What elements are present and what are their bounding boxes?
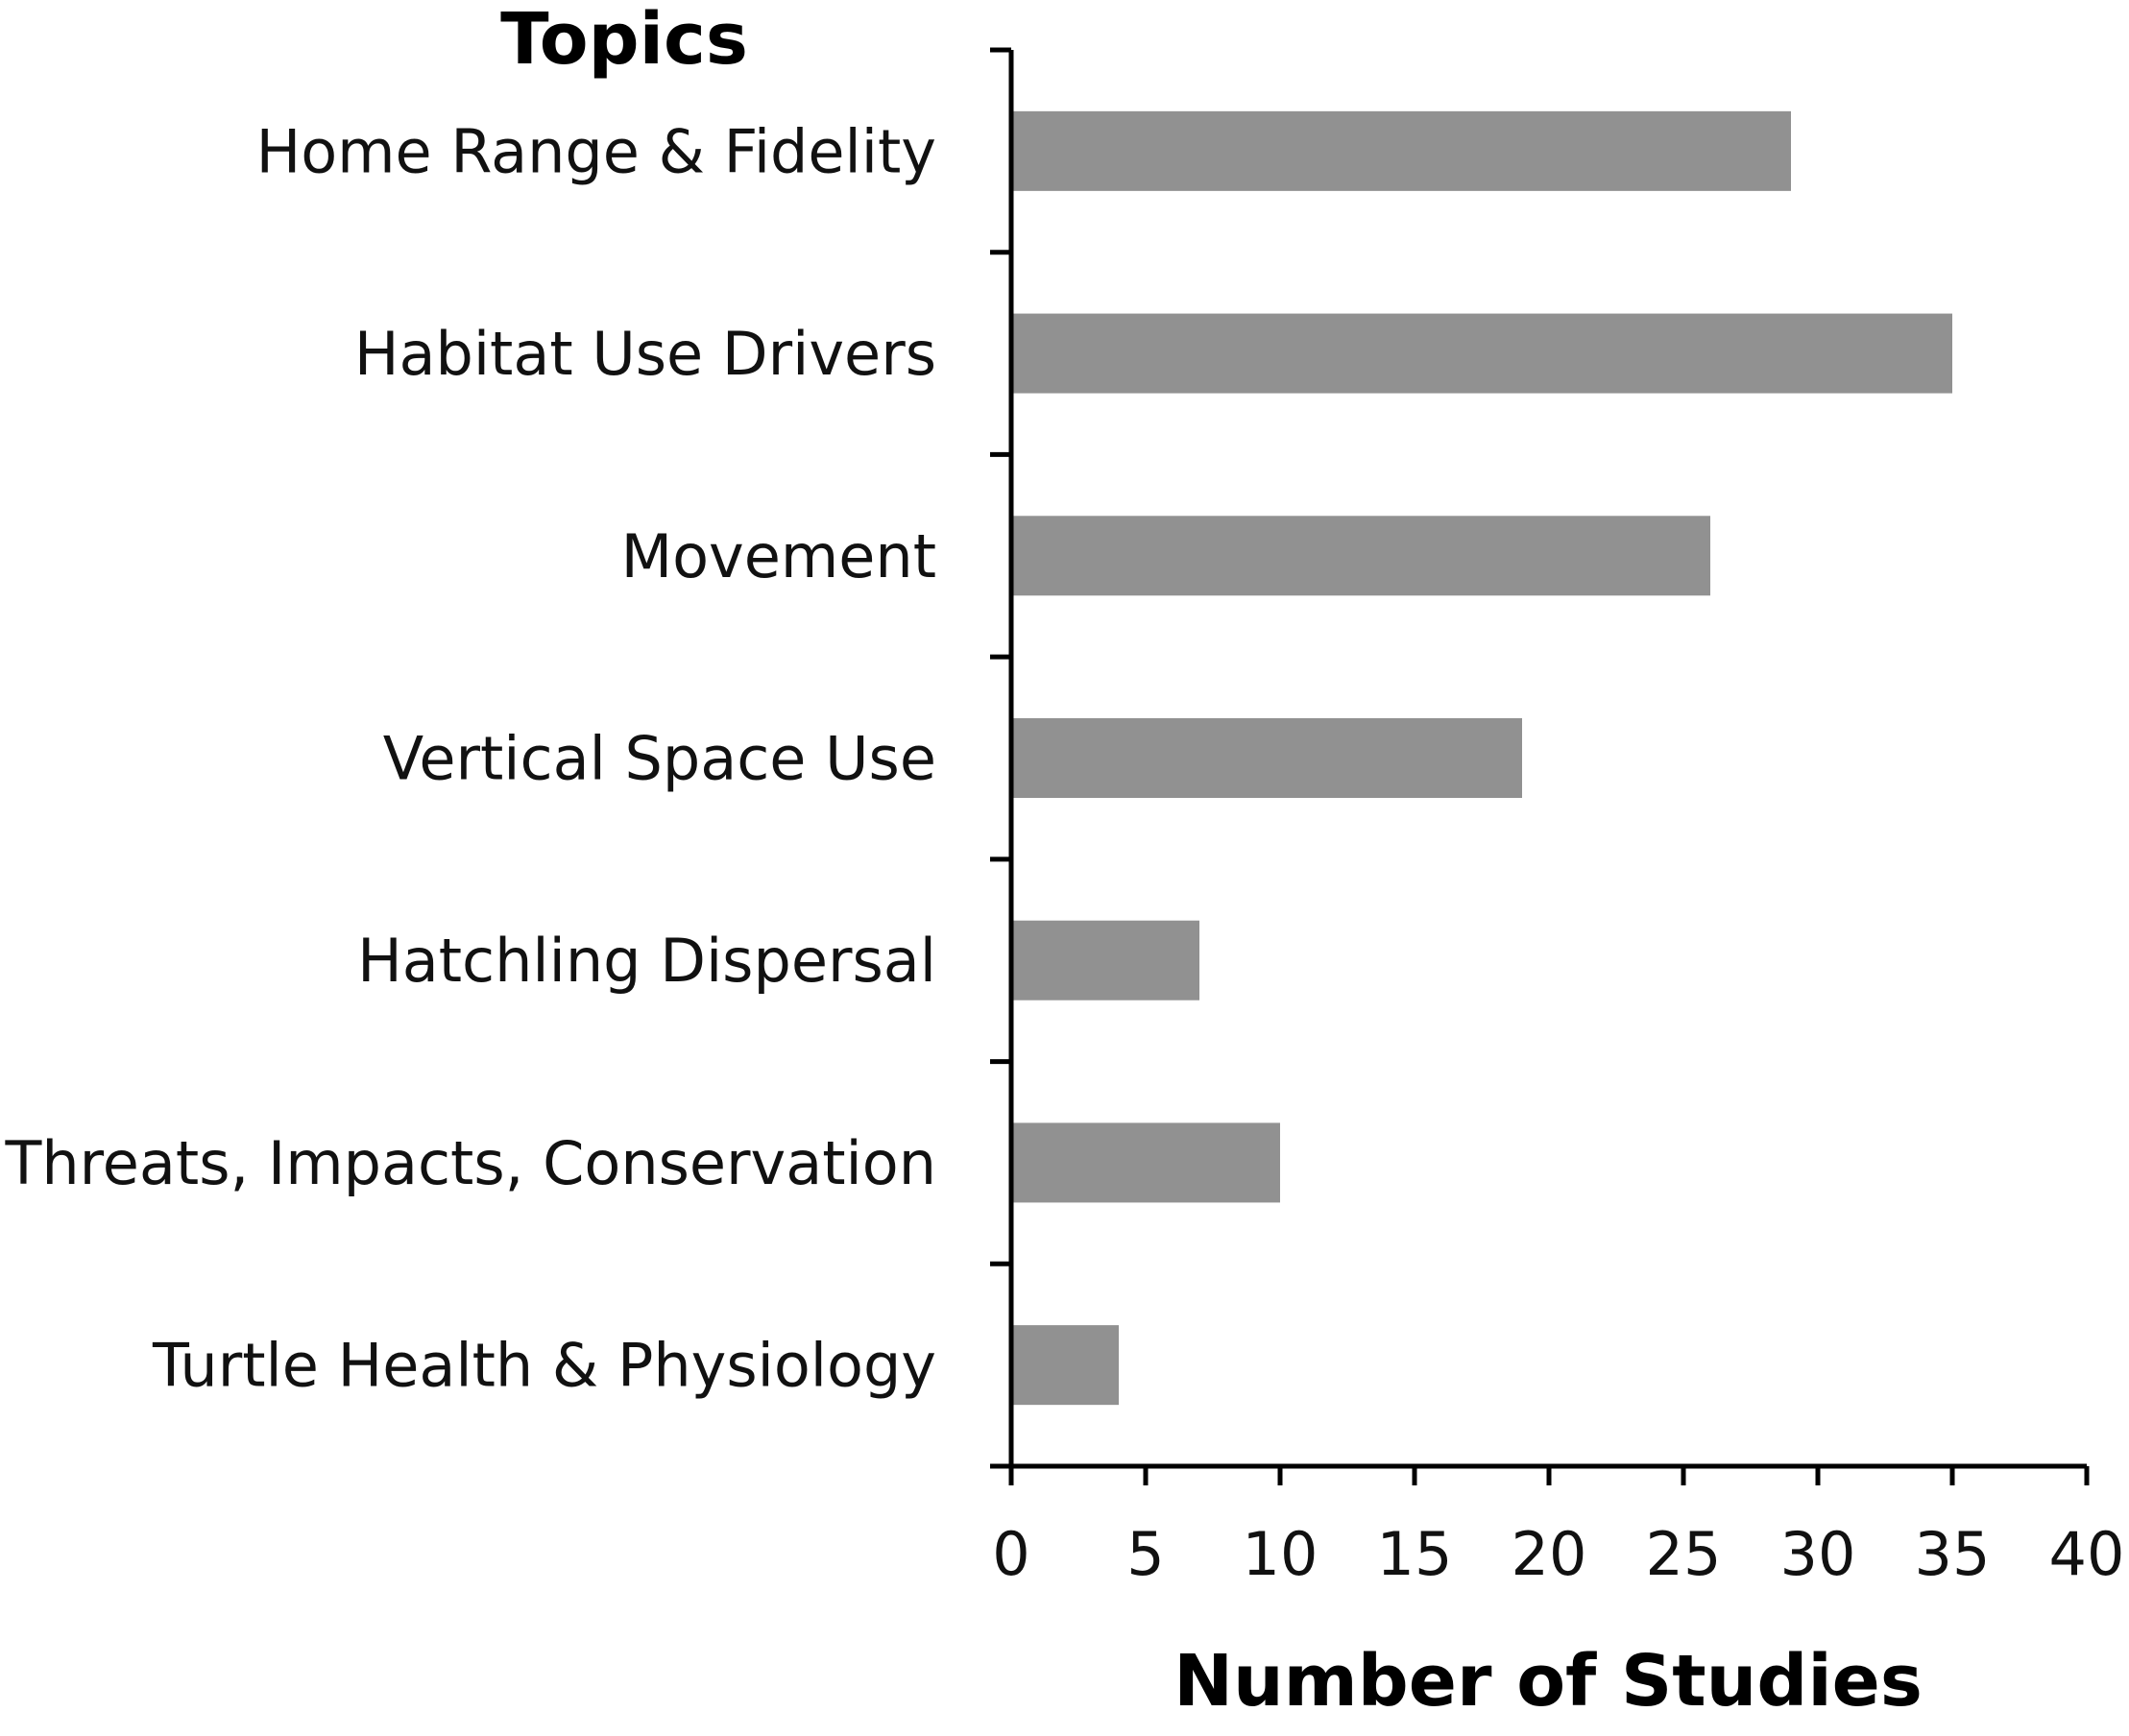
x-tick-label-8: 40 bbox=[2049, 1519, 2125, 1589]
category-label-5: Threats, Impacts, Conservation bbox=[4, 1128, 936, 1198]
y-axis-title: Topics bbox=[500, 0, 748, 81]
category-label-2: Movement bbox=[621, 521, 936, 591]
x-tick-labels: 0 5 10 15 20 25 30 35 40 bbox=[992, 1519, 2124, 1589]
x-tick-label-0: 0 bbox=[992, 1519, 1029, 1589]
bar-0 bbox=[1011, 110, 1791, 191]
x-tick-label-4: 20 bbox=[1512, 1519, 1587, 1589]
x-tick-label-3: 15 bbox=[1377, 1519, 1453, 1589]
category-label-0: Home Range & Fidelity bbox=[256, 116, 936, 186]
x-tick-label-1: 5 bbox=[1126, 1519, 1164, 1589]
x-tick-label-5: 25 bbox=[1646, 1519, 1722, 1589]
category-label-3: Vertical Space Use bbox=[383, 724, 936, 794]
bar-6 bbox=[1011, 1325, 1119, 1406]
x-tick-label-7: 35 bbox=[1915, 1519, 1991, 1589]
category-label-6: Turtle Health & Physiology bbox=[152, 1331, 936, 1401]
bar-2 bbox=[1011, 516, 1710, 596]
axes-group bbox=[990, 47, 2090, 1485]
bar-3 bbox=[1011, 718, 1522, 798]
category-label-1: Habitat Use Drivers bbox=[354, 319, 936, 389]
category-label-4: Hatchling Dispersal bbox=[357, 926, 936, 996]
bar-1 bbox=[1011, 313, 1952, 394]
x-tick-label-2: 10 bbox=[1243, 1519, 1319, 1589]
x-tick-label-6: 30 bbox=[1780, 1519, 1856, 1589]
category-labels: Home Range & Fidelity Habitat Use Drivers… bbox=[4, 116, 936, 1400]
bar-4 bbox=[1011, 920, 1199, 1001]
x-axis-title: Number of Studies bbox=[1173, 1640, 1923, 1723]
bar-5 bbox=[1011, 1122, 1280, 1203]
bars-group bbox=[1011, 110, 1952, 1406]
